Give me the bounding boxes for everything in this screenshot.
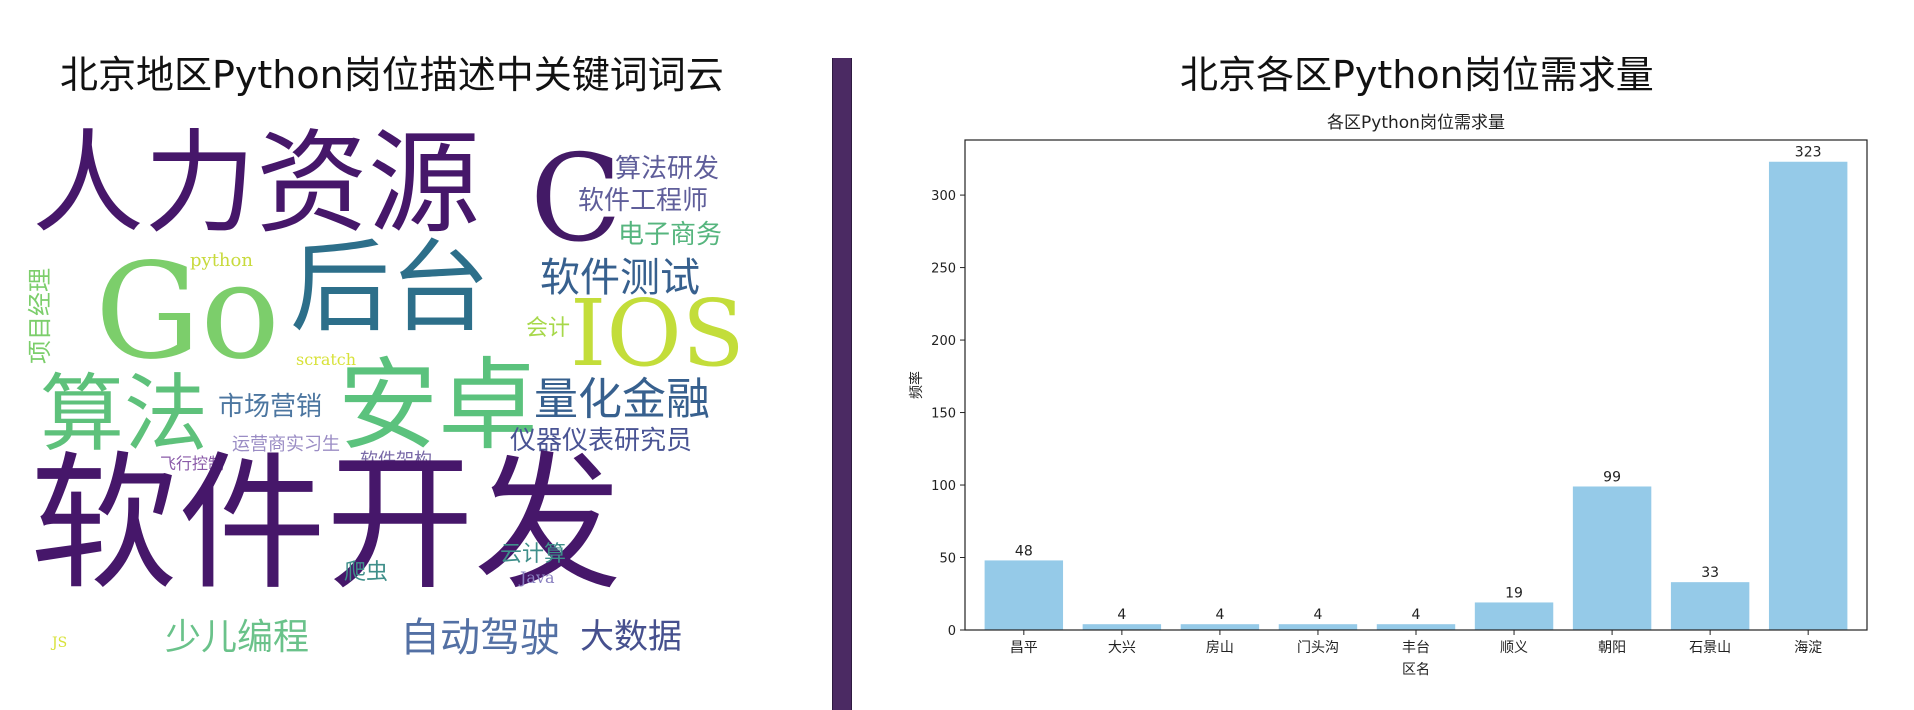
chart-title: 各区Python岗位需求量 — [1327, 113, 1505, 133]
x-tick-label: 海淀 — [1794, 640, 1822, 656]
bar-value-label: 48 — [1015, 543, 1033, 559]
bar — [1083, 624, 1161, 630]
wordcloud-word: 大数据 — [580, 620, 682, 654]
y-tick-label: 100 — [931, 479, 956, 494]
bar — [1671, 582, 1749, 630]
wordcloud-word: 自动驾驶 — [400, 618, 560, 658]
y-tick-label: 0 — [948, 624, 956, 639]
y-tick-label: 50 — [939, 552, 956, 567]
x-tick-label: 顺义 — [1500, 640, 1528, 656]
panel-divider — [832, 58, 852, 710]
wordcloud-word: 软件工程师 — [578, 188, 708, 214]
bar — [1475, 602, 1553, 630]
bar-value-label: 4 — [1117, 607, 1126, 623]
x-tick-label: 石景山 — [1689, 640, 1731, 656]
x-tick-label: 门头沟 — [1297, 640, 1339, 656]
bar-value-label: 33 — [1701, 565, 1719, 581]
bar-value-label: 4 — [1313, 607, 1322, 623]
bar-value-label: 4 — [1215, 607, 1224, 623]
wordcloud-word: IOS — [570, 288, 745, 380]
bar-value-label: 323 — [1795, 145, 1822, 161]
keyword-wordcloud: 人力资源 C 算法研发 软件工程师 电子商务 python Go 后台 软件测试 IOS 会计 项目经… — [0, 0, 830, 710]
bar-value-label: 19 — [1505, 585, 1523, 601]
bar — [985, 560, 1063, 630]
wordcloud-word: JS — [52, 636, 67, 650]
y-tick-label: 300 — [931, 189, 956, 204]
x-tick-label: 大兴 — [1108, 640, 1136, 656]
wordcloud-word: 项目经理 — [28, 268, 52, 364]
wordcloud-word: 人力资源 — [32, 128, 480, 240]
wordcloud-word: Go — [95, 246, 280, 378]
plot-frame — [965, 140, 1867, 630]
x-tick-label: 房山 — [1206, 640, 1234, 656]
x-tick-label: 朝阳 — [1598, 640, 1626, 656]
wordcloud-word: 会计 — [526, 318, 570, 340]
bar — [1769, 162, 1847, 630]
wordcloud-word: 少儿编程 — [165, 620, 309, 656]
wordcloud-word: 爬虫 — [344, 562, 388, 584]
y-axis-label: 频率 — [908, 371, 925, 399]
bar-value-label: 4 — [1412, 607, 1421, 623]
bar-panel-title: 北京各区Python岗位需求量 — [1180, 44, 1654, 99]
y-tick-label: 150 — [931, 407, 956, 422]
wordcloud-word: 云计算 — [500, 544, 566, 566]
bar — [1377, 624, 1455, 630]
wordcloud-word: Java — [520, 570, 555, 586]
x-tick-label: 丰台 — [1402, 640, 1430, 656]
y-tick-label: 200 — [931, 334, 956, 349]
bar-value-label: 99 — [1603, 469, 1621, 485]
wordcloud-word: 后台 — [290, 238, 490, 338]
district-demand-bar-chart: 各区Python岗位需求量 48 昌平 4 大兴 4 房山 4 门头沟 4 丰台 19 顺义 99 朝阳 33… — [900, 100, 1890, 700]
wordcloud-word: 市场营销 — [218, 394, 322, 420]
y-tick-label: 250 — [931, 262, 956, 277]
x-axis-label: 区名 — [1402, 662, 1430, 678]
wordcloud-word: 电子商务 — [618, 222, 722, 248]
x-tick-label: 昌平 — [1010, 640, 1038, 656]
bar — [1181, 624, 1259, 630]
bar — [1279, 624, 1357, 630]
wordcloud-word: 量化金融 — [534, 378, 710, 422]
wordcloud-word: 算法研发 — [615, 156, 719, 182]
bar — [1573, 486, 1651, 630]
